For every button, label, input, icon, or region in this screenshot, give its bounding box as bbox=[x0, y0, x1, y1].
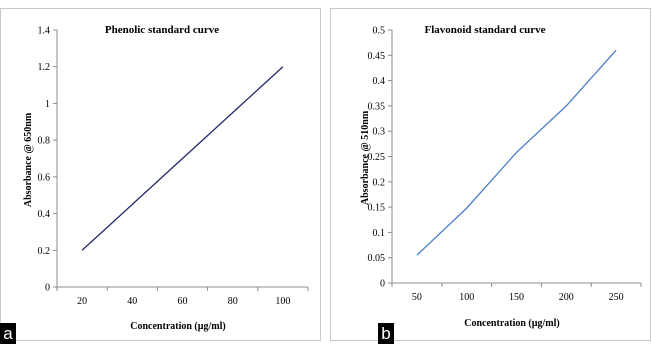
panel-b-x-tick-label: 50 bbox=[412, 292, 422, 303]
panel-a-y-tick-label: 1 bbox=[45, 99, 50, 110]
panel-b-tag-background bbox=[378, 323, 394, 344]
panel-b-x-tick-label: 150 bbox=[509, 292, 524, 303]
panel-a-tag: a bbox=[3, 324, 13, 343]
panel-b-y-tick-label: 0.4 bbox=[373, 76, 386, 87]
panel-b-axes: 0 0.05 0.1 0.15 0.2 0.25 0.3 0.35 0.4 0.45 0.5 50 10… bbox=[368, 26, 642, 303]
panel-b-frame bbox=[330, 8, 651, 341]
panel-b-y-tick-label: 0.1 bbox=[373, 228, 386, 239]
panel-b-y-tick-label: 0.45 bbox=[368, 51, 386, 62]
panel-b-ylabel: Absorbance @ 510nm bbox=[360, 110, 371, 205]
panel-b-y-tick-label: 0.25 bbox=[368, 152, 386, 163]
panel-a-y-tick-label: 0.4 bbox=[38, 209, 51, 220]
panel-b-chart: Flavonoid standard curve Absorbance @ 51… bbox=[330, 8, 651, 344]
panel-a-x-tick-label: 80 bbox=[228, 296, 238, 307]
panel-a-series bbox=[81, 66, 284, 251]
panel-b-y-tick-label: 0.15 bbox=[368, 203, 386, 214]
panel-a-chart: Phenolic standard curve Absorbance @ 650… bbox=[0, 8, 321, 344]
panel-b-y-tick-label: 0.3 bbox=[373, 127, 386, 138]
panel-b-series-line bbox=[416, 49, 617, 256]
panel-b-x-tick-label: 200 bbox=[559, 292, 574, 303]
panel-a-xlabel: Concentration (µg/ml) bbox=[130, 321, 225, 332]
panel-a-y-tick-label: 1.4 bbox=[38, 26, 51, 37]
panel-b-x-tick-label: 100 bbox=[459, 292, 474, 303]
panel-b-y-tick-label: 0 bbox=[380, 279, 385, 290]
panel-a-x-tick-label: 60 bbox=[178, 296, 188, 307]
panel-b-tag: b bbox=[381, 324, 390, 343]
panel-a-axes: 0 0.2 0.4 0.6 0.8 1 1.2 1.4 20 40 60 80 100 bbox=[38, 26, 309, 307]
panel-a-tag-background bbox=[0, 323, 16, 344]
panel-a-series-line bbox=[81, 66, 284, 251]
panel-b-y-tick-label: 0.5 bbox=[373, 26, 386, 37]
panel-a-y-tick-label: 0.8 bbox=[38, 136, 51, 147]
panel-a-x-tick-label: 100 bbox=[275, 296, 290, 307]
panel-b-series bbox=[416, 49, 617, 256]
panel-a-y-tick-label: 0.6 bbox=[38, 172, 51, 183]
panel-b-y-tick-label: 0.35 bbox=[368, 101, 386, 112]
panel-a-y-tick-label: 0 bbox=[45, 283, 50, 294]
panel-a-y-tick-label: 1.2 bbox=[38, 62, 51, 73]
panel-a-frame bbox=[0, 8, 321, 341]
panel-a-y-tick-label: 0.2 bbox=[38, 246, 51, 257]
panel-b-title: Flavonoid standard curve bbox=[424, 24, 545, 36]
panel-a-x-tick-label: 40 bbox=[127, 296, 137, 307]
panel-a-ylabel: Absorbance @ 650nm bbox=[23, 112, 34, 207]
panel-a-x-tick-label: 20 bbox=[77, 296, 87, 307]
panel-b-y-tick-label: 0.05 bbox=[368, 253, 386, 264]
panel-a-title: Phenolic standard curve bbox=[105, 24, 219, 36]
panel-b-x-tick-label: 250 bbox=[609, 292, 624, 303]
panel-b-y-tick-label: 0.2 bbox=[373, 177, 386, 188]
panel-b-xlabel: Concentration (µg/ml) bbox=[464, 318, 559, 329]
